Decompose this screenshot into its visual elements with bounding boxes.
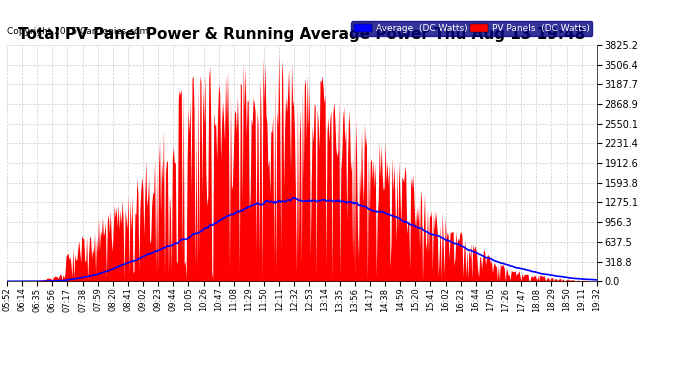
Text: Copyright 2015 Cartronics.com: Copyright 2015 Cartronics.com	[7, 27, 148, 36]
Title: Total PV Panel Power & Running Average Power Thu Aug 13 19:48: Total PV Panel Power & Running Average P…	[18, 27, 586, 42]
Legend: Average  (DC Watts), PV Panels  (DC Watts): Average (DC Watts), PV Panels (DC Watts)	[351, 21, 592, 36]
